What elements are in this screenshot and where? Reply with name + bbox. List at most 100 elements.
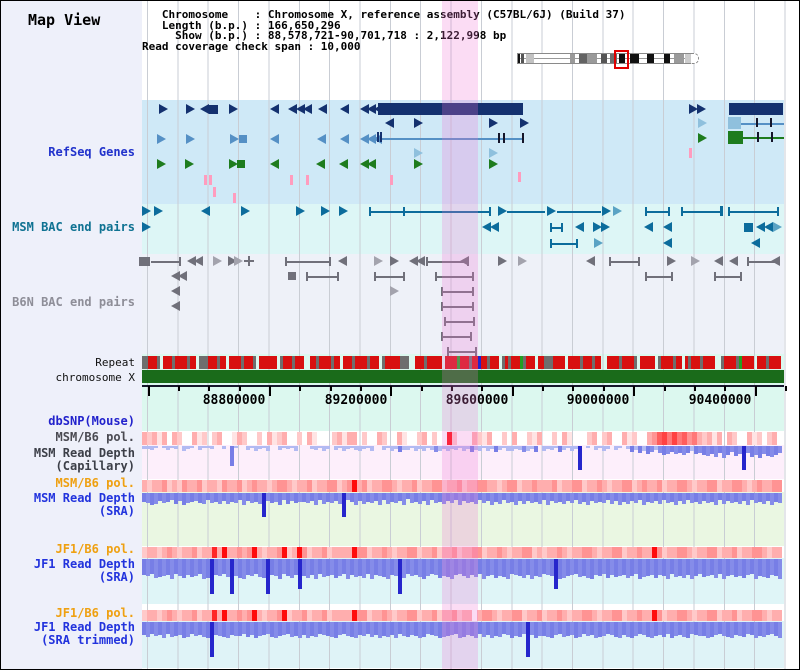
jf1-b6-pol-sra-cells <box>377 547 382 558</box>
jf1-read-depth-trimmed-bars <box>642 622 646 635</box>
msm-b6-pol-sra-cells <box>287 480 292 492</box>
msm-b6-pol-sra-cells <box>562 480 567 492</box>
msm-b6-pol-sra-cells <box>292 480 297 492</box>
repeat-segment <box>433 356 436 369</box>
msm-read-depth-capillary-bars <box>550 446 554 450</box>
jf1-b6-pol-trimmed-cells <box>357 610 362 621</box>
feature-end-tick <box>498 133 500 143</box>
msm-read-depth-capillary-bars <box>182 446 186 451</box>
jf1-read-depth-sra-bars <box>630 559 634 576</box>
chromosome-ideogram[interactable] <box>517 50 701 69</box>
msm-b6-pol-sra-cells <box>722 480 727 492</box>
jf1-read-depth-trimmed-bars <box>562 622 566 637</box>
jf1-b6-pol-trimmed-cells <box>467 610 472 621</box>
jf1-b6-pol-sra-cells <box>582 547 587 558</box>
jf1-b6-pol-sra-cells <box>697 547 702 558</box>
msm-read-depth-sra-bars <box>754 493 758 503</box>
repeat-segment <box>766 356 769 369</box>
msm-read-depth-capillary-bars <box>350 446 354 448</box>
msm-b6-pol-sra-cells <box>712 480 717 492</box>
jf1-read-depth-trimmed-bars <box>462 622 466 637</box>
jf1-read-depth-trimmed-bars <box>670 622 674 638</box>
jf1-read-depth-sra-bars <box>762 559 766 577</box>
jf1-read-depth-sra-bars <box>154 559 158 578</box>
jf1-b6-pol-trimmed-cells <box>422 610 427 621</box>
msm-read-depth-capillary-bars <box>454 446 458 450</box>
jf1-read-depth-trimmed-bars <box>450 622 454 635</box>
jf1-read-depth-trimmed-bars <box>474 622 478 638</box>
msm-read-depth-sra-bars <box>422 493 426 501</box>
repeat-segment <box>316 356 319 369</box>
repeat-segment <box>448 356 451 369</box>
msm-b6-pol-sra-cells <box>767 480 772 492</box>
jf1-read-depth-trimmed-bars <box>666 622 670 634</box>
jf1-b6-pol-sra-cells <box>277 547 282 558</box>
jf1-read-depth-sra-bars <box>718 559 722 574</box>
jf1-b6-pol-sra-cells <box>232 547 237 558</box>
msm-read-depth-capillary-bars <box>246 446 250 450</box>
jf1-read-depth-sra-bars <box>690 559 694 579</box>
msm-read-depth-capillary-bars <box>362 446 366 449</box>
msm-read-depth-sra-bars <box>398 493 402 501</box>
jf1-read-depth-sra-bars <box>626 559 630 578</box>
jf1-read-depth-sra-bars <box>530 559 534 579</box>
msm-read-depth-capillary-bars <box>434 446 438 452</box>
msm-b6-pol-capillary-cells <box>162 432 167 445</box>
feature-arrow-left <box>296 104 305 114</box>
msm-read-depth-sra-bars <box>418 493 422 504</box>
jf1-b6-pol-sra-cells <box>312 547 317 558</box>
repeat-segment <box>265 356 268 369</box>
jf1-read-depth-trimmed-bars <box>502 622 506 634</box>
jf1-b6-pol-trimmed-cells <box>557 610 562 621</box>
feature-connector-line <box>374 276 404 278</box>
msm-read-depth-capillary-bars <box>522 446 526 452</box>
msm-read-depth-sra-bars <box>634 493 638 503</box>
feature-arrow-right <box>601 222 610 232</box>
jf1-b6-pol-sra-cells <box>552 547 557 558</box>
jf1-read-depth-trimmed-bars <box>306 622 310 638</box>
jf1-b6-pol-sra-cells <box>187 547 192 558</box>
feature-arrow-left <box>200 104 209 114</box>
axis-minor-tick <box>329 386 332 391</box>
jf1-read-depth-trimmed-bars <box>602 622 606 636</box>
msm-read-depth-capillary-bars <box>586 446 590 448</box>
repeat-segment <box>388 356 391 369</box>
msm-read-depth-capillary-bars <box>234 446 238 448</box>
jf1-read-depth-sra-bars <box>574 559 578 574</box>
msm-read-depth-sra-bars <box>670 493 674 502</box>
jf1-b6-pol-trimmed-cells <box>747 610 752 621</box>
jf1-read-depth-sra-bars <box>554 559 558 589</box>
jf1-read-depth-trimmed-bars <box>650 622 654 638</box>
msm-read-depth-sra-bars <box>742 493 746 501</box>
ideogram-band <box>579 54 587 63</box>
repeat-segment <box>778 356 781 369</box>
jf1-b6-pol-trimmed-cells <box>392 610 397 621</box>
msm-b6-pol-sra-cells <box>707 480 712 492</box>
jf1-b6-pol-trimmed-cells <box>672 610 677 621</box>
msm-read-depth-sra-bars <box>150 493 154 505</box>
jf1-read-depth-sra-bars <box>654 559 658 578</box>
msm-read-depth-sra-bars <box>370 493 374 503</box>
msm-read-depth-capillary-bars <box>630 446 634 452</box>
feature-end-tick <box>475 347 477 356</box>
msm-b6-pol-sra-cells <box>457 480 462 492</box>
jf1-read-depth-sra-bars <box>194 559 198 576</box>
repeat-segment <box>235 356 238 369</box>
track-label-repeat: Repeat <box>95 356 135 369</box>
jf1-read-depth-trimmed-bars <box>190 622 194 634</box>
repeat-segment <box>178 356 181 369</box>
feature-arrow-left <box>586 256 595 266</box>
msm-read-depth-sra-bars <box>542 493 546 500</box>
msm-b6-pol-sra-cells <box>737 480 742 492</box>
jf1-read-depth-trimmed-bars <box>374 622 378 635</box>
msm-read-depth-capillary-bars <box>422 446 426 451</box>
msm-read-depth-capillary-bars <box>778 446 782 453</box>
jf1-read-depth-sra-bars <box>322 559 326 577</box>
jf1-read-depth-trimmed-bars <box>550 622 554 638</box>
jf1-read-depth-sra-bars <box>190 559 194 577</box>
jf1-read-depth-trimmed-bars <box>682 622 686 637</box>
msm-b6-pol-capillary-cells <box>602 432 607 445</box>
ideogram-band <box>518 54 520 63</box>
msm-b6-pol-sra-cells <box>477 480 482 492</box>
jf1-read-depth-sra-bars <box>374 559 378 575</box>
